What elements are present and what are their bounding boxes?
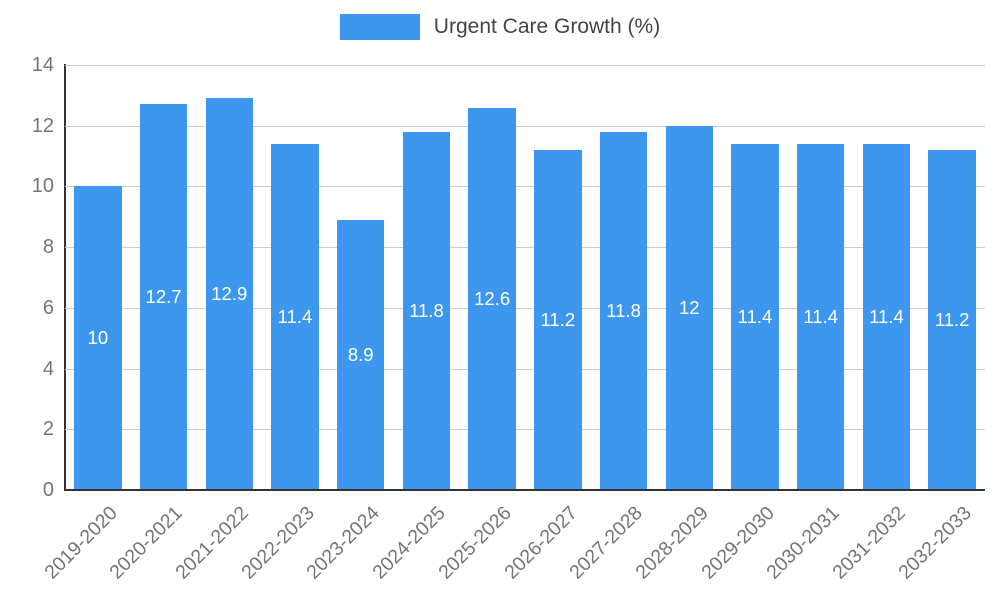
legend-swatch xyxy=(339,14,420,40)
bar-value-label: 11.2 xyxy=(934,309,970,330)
bar-value-label: 12 xyxy=(678,296,700,318)
bar: 11.4 xyxy=(797,143,845,490)
bar: 10 xyxy=(74,186,122,490)
y-axis-line xyxy=(64,64,66,491)
bar-value-label: 11.4 xyxy=(277,305,313,327)
bar: 11.4 xyxy=(271,143,319,490)
gridline xyxy=(65,247,985,249)
bar: 8.9 xyxy=(337,219,385,490)
y-tick-label: 2 xyxy=(42,418,54,441)
y-tick-label: 4 xyxy=(42,357,54,380)
gridline xyxy=(65,307,985,309)
bar: 12.6 xyxy=(468,107,516,490)
bar-value-label: 11.8 xyxy=(606,299,641,321)
chart-legend: Urgent Care Growth (%) xyxy=(0,14,1000,40)
bar: 11.2 xyxy=(534,150,582,490)
bar: 11.4 xyxy=(862,143,911,490)
y-tick-label: 10 xyxy=(31,175,54,198)
bar: 11.8 xyxy=(402,131,451,490)
gridline xyxy=(65,65,985,66)
bar: 12.7 xyxy=(139,104,188,490)
y-tick-label: 6 xyxy=(42,296,54,319)
bar-value-label: 12.9 xyxy=(211,283,248,305)
bar-value-label: 12.7 xyxy=(145,286,182,308)
y-tick-label: 12 xyxy=(31,114,54,137)
gridline xyxy=(65,368,985,370)
gridline xyxy=(65,125,985,127)
bar: 12 xyxy=(665,125,713,490)
y-tick-label: 0 xyxy=(42,479,54,501)
bar-value-label: 11.8 xyxy=(409,299,444,321)
gridline xyxy=(65,429,985,431)
y-tick-label: 14 xyxy=(31,54,54,76)
bar-value-label: 11.4 xyxy=(803,305,839,327)
bar: 11.4 xyxy=(731,143,779,490)
bar-value-label: 12.6 xyxy=(474,287,511,309)
y-tick-label: 8 xyxy=(42,236,54,259)
bar: 12.9 xyxy=(205,98,253,490)
plot-area: 10 12.7 12.9 11.4 8.9 11.8 12.6 11.2 11.8 12 11.4 1… xyxy=(65,65,985,490)
bar-value-label: 11.4 xyxy=(737,305,773,327)
gridline xyxy=(65,186,985,188)
bar-value-label: 11.2 xyxy=(540,309,576,330)
bar-value-label: 11.4 xyxy=(869,305,904,327)
bar-value-label: 8.9 xyxy=(347,343,374,365)
x-axis-line xyxy=(64,489,985,491)
bar: 11.8 xyxy=(599,131,648,490)
bar: 11.2 xyxy=(928,150,976,490)
bar-value-label: 10 xyxy=(87,327,109,349)
legend-label: Urgent Care Growth (%) xyxy=(433,15,661,38)
